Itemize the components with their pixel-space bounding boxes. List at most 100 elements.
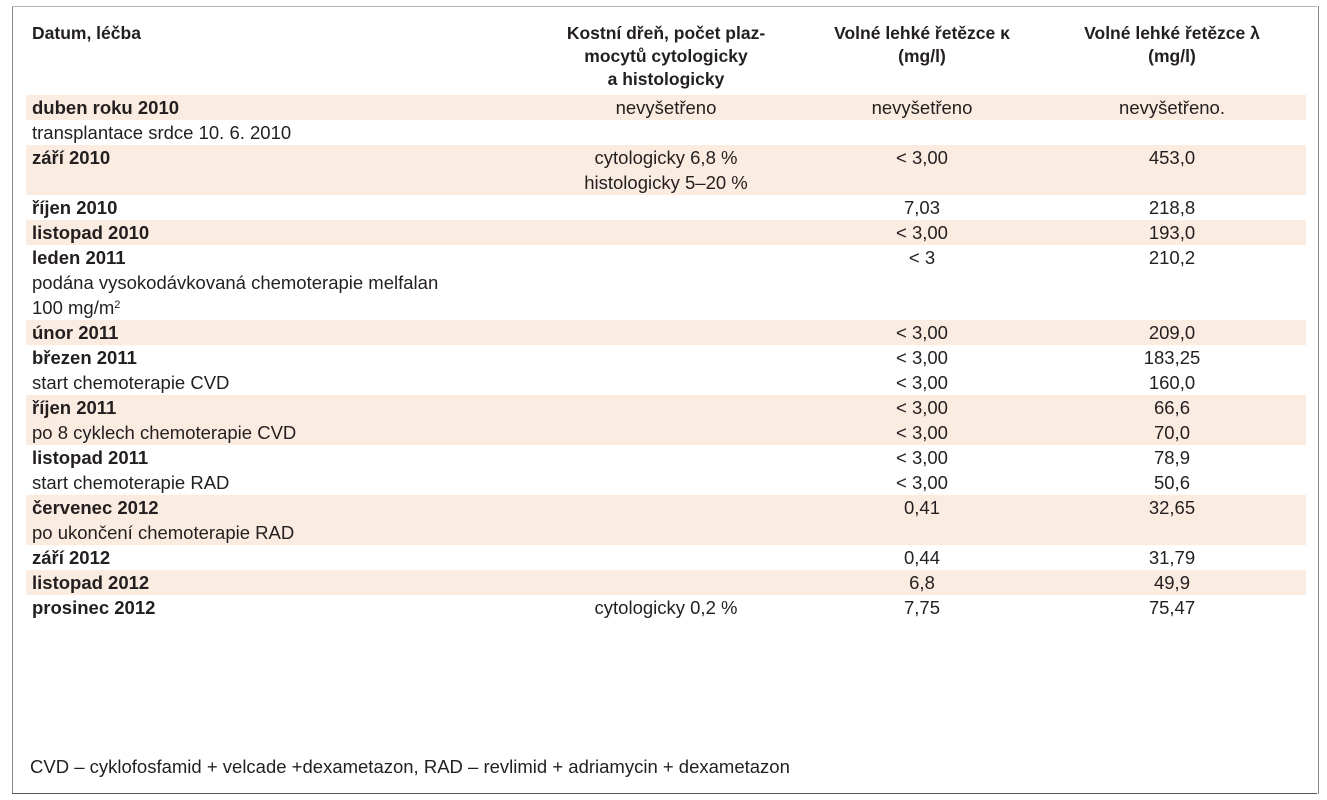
cell-lambda: 75,47: [1148, 597, 1196, 618]
cell-kappa: 6,8: [806, 570, 1038, 595]
table-row: září 2010 cytologicky 6,8 % histologicky 5…: [26, 145, 1306, 195]
table-row: říjen 2010 7,03 218,8: [26, 195, 1306, 220]
cell-lambda: 31,79: [1148, 547, 1196, 568]
cell-date-treatment: září 2010: [26, 145, 526, 195]
cell-lambda: [1038, 120, 1306, 145]
table-row: únor 2011 < 3,00 209,0: [26, 320, 1306, 345]
cell-kappa: 0,41: [806, 495, 1038, 520]
header-bone-marrow: Kostní dřeň, počet plaz-mocytů cytologic…: [566, 23, 766, 89]
superscript: 2: [114, 299, 121, 311]
table-row: listopad 2012 6,8 49,9: [26, 570, 1306, 595]
cell-kappa: [806, 270, 1038, 320]
cell-date-treatment: říjen 2010: [32, 197, 118, 218]
cell-lambda: 218,8: [1148, 197, 1196, 218]
header-row: Datum, léčba Kostní dřeň, počet plaz-moc…: [26, 20, 1306, 95]
header-lambda: Volné lehké řetězce λ (mg/l): [1084, 23, 1260, 66]
top-rule: [12, 6, 1317, 7]
table-row: březen 2011 < 3,00 183,25: [26, 345, 1306, 370]
cell-bone-marrow: [526, 195, 806, 220]
cell-lambda: 32,65: [1038, 495, 1306, 520]
cell-lambda: 70,0: [1038, 420, 1306, 445]
cell-kappa: < 3,00: [806, 145, 1038, 195]
cell-date-treatment: červenec 2012: [26, 495, 526, 520]
cell-kappa: < 3,00: [896, 347, 948, 368]
cell-kappa: < 3: [908, 247, 936, 268]
cell-date-treatment: po ukončení chemoterapie RAD: [26, 520, 526, 545]
cell-date-treatment: říjen 2011: [26, 395, 526, 420]
cell-lambda: 183,25: [1143, 347, 1201, 368]
cell-bone-marrow: [526, 445, 806, 470]
table-row: transplantace srdce 10. 6. 2010: [26, 120, 1306, 145]
cell-date-treatment: únor 2011: [26, 320, 526, 345]
cell-bone-marrow: [526, 120, 806, 145]
cell-lambda: nevyšetřeno.: [1038, 95, 1306, 120]
table-row: po ukončení chemoterapie RAD: [26, 520, 1306, 545]
cell-kappa: < 3,00: [896, 372, 948, 393]
cell-kappa: < 3,00: [896, 447, 948, 468]
header-kappa: Volné lehké řetězce κ (mg/l): [834, 23, 1010, 66]
cell-bone-marrow: nevyšetřeno: [526, 95, 806, 120]
table-row: podána vysokodávkovaná chemoterapie melf…: [26, 270, 1306, 320]
cell-bone-marrow: [526, 420, 806, 445]
cell-date-treatment: podána vysokodávkovaná chemoterapie melf…: [32, 272, 439, 318]
cell-date-treatment: transplantace srdce 10. 6. 2010: [32, 122, 292, 143]
table-row: prosinec 2012 cytologicky 0,2 % 7,75 75,47: [26, 595, 1306, 620]
table-row: červenec 2012 0,41 32,65: [26, 495, 1306, 520]
cell-date-treatment: listopad 2010: [26, 220, 526, 245]
cell-lambda: 193,0: [1038, 220, 1306, 245]
cell-kappa: < 3,00: [806, 420, 1038, 445]
cell-bone-marrow: [526, 370, 806, 395]
cell-date-treatment: leden 2011: [32, 247, 126, 268]
cell-lambda: 49,9: [1038, 570, 1306, 595]
cell-bone-marrow: [526, 495, 806, 520]
cell-lambda: 50,6: [1153, 472, 1190, 493]
cell-date-treatment: po 8 cyklech chemoterapie CVD: [26, 420, 526, 445]
cell-bone-marrow: [526, 570, 806, 595]
cell-kappa: < 3,00: [806, 220, 1038, 245]
cell-kappa: 0,44: [903, 547, 940, 568]
cell-kappa: < 3,00: [806, 320, 1038, 345]
cell-date-treatment: září 2012: [32, 547, 111, 568]
cell-date-treatment: start chemoterapie RAD: [32, 472, 230, 493]
cell-kappa: nevyšetřeno: [806, 95, 1038, 120]
cell-date-treatment: listopad 2012: [26, 570, 526, 595]
table-row: listopad 2011 < 3,00 78,9: [26, 445, 1306, 470]
cell-bone-marrow: cytologicky 0,2 %: [594, 597, 738, 618]
table-row: září 2012 0,44 31,79: [26, 545, 1306, 570]
table-row: po 8 cyklech chemoterapie CVD < 3,00 70,0: [26, 420, 1306, 445]
cell-kappa: 7,75: [903, 597, 940, 618]
table-row: leden 2011 < 3 210,2: [26, 245, 1306, 270]
lab-results-table: Datum, léčba Kostní dřeň, počet plaz-moc…: [26, 20, 1306, 620]
cell-date-treatment: prosinec 2012: [32, 597, 156, 618]
cell-kappa: [806, 520, 1038, 545]
cell-bone-marrow: [526, 270, 806, 320]
cell-lambda: [1038, 270, 1306, 320]
cell-bone-marrow: [526, 245, 806, 270]
cell-kappa: 7,03: [903, 197, 940, 218]
header-date-treatment: Datum, léčba: [32, 23, 141, 43]
cell-lambda: [1038, 520, 1306, 545]
cell-bone-marrow: [526, 320, 806, 345]
cell-bone-marrow: [526, 345, 806, 370]
cell-lambda: 78,9: [1153, 447, 1190, 468]
cell-bone-marrow: [526, 545, 806, 570]
cell-bone-marrow: [526, 470, 806, 495]
cell-lambda: 209,0: [1038, 320, 1306, 345]
cell-kappa: < 3,00: [896, 472, 948, 493]
table-row: duben roku 2010 nevyšetřeno nevyšetřeno nev…: [26, 95, 1306, 120]
table-row: start chemoterapie CVD < 3,00 160,0: [26, 370, 1306, 395]
cell-bone-marrow: cytologicky 6,8 % histologicky 5–20 %: [526, 145, 806, 195]
cell-date-treatment: listopad 2011: [32, 447, 149, 468]
cell-bone-marrow: [526, 395, 806, 420]
cell-date-treatment: březen 2011: [32, 347, 137, 368]
table-row: listopad 2010 < 3,00 193,0: [26, 220, 1306, 245]
cell-kappa: [806, 120, 1038, 145]
table-row: říjen 2011 < 3,00 66,6: [26, 395, 1306, 420]
cell-lambda: 210,2: [1148, 247, 1196, 268]
bottom-rule: [12, 793, 1317, 794]
cell-bone-marrow: [526, 520, 806, 545]
table-frame: [12, 6, 1319, 794]
cell-kappa: < 3,00: [806, 395, 1038, 420]
cell-lambda: 66,6: [1038, 395, 1306, 420]
cell-bone-marrow: [526, 220, 806, 245]
